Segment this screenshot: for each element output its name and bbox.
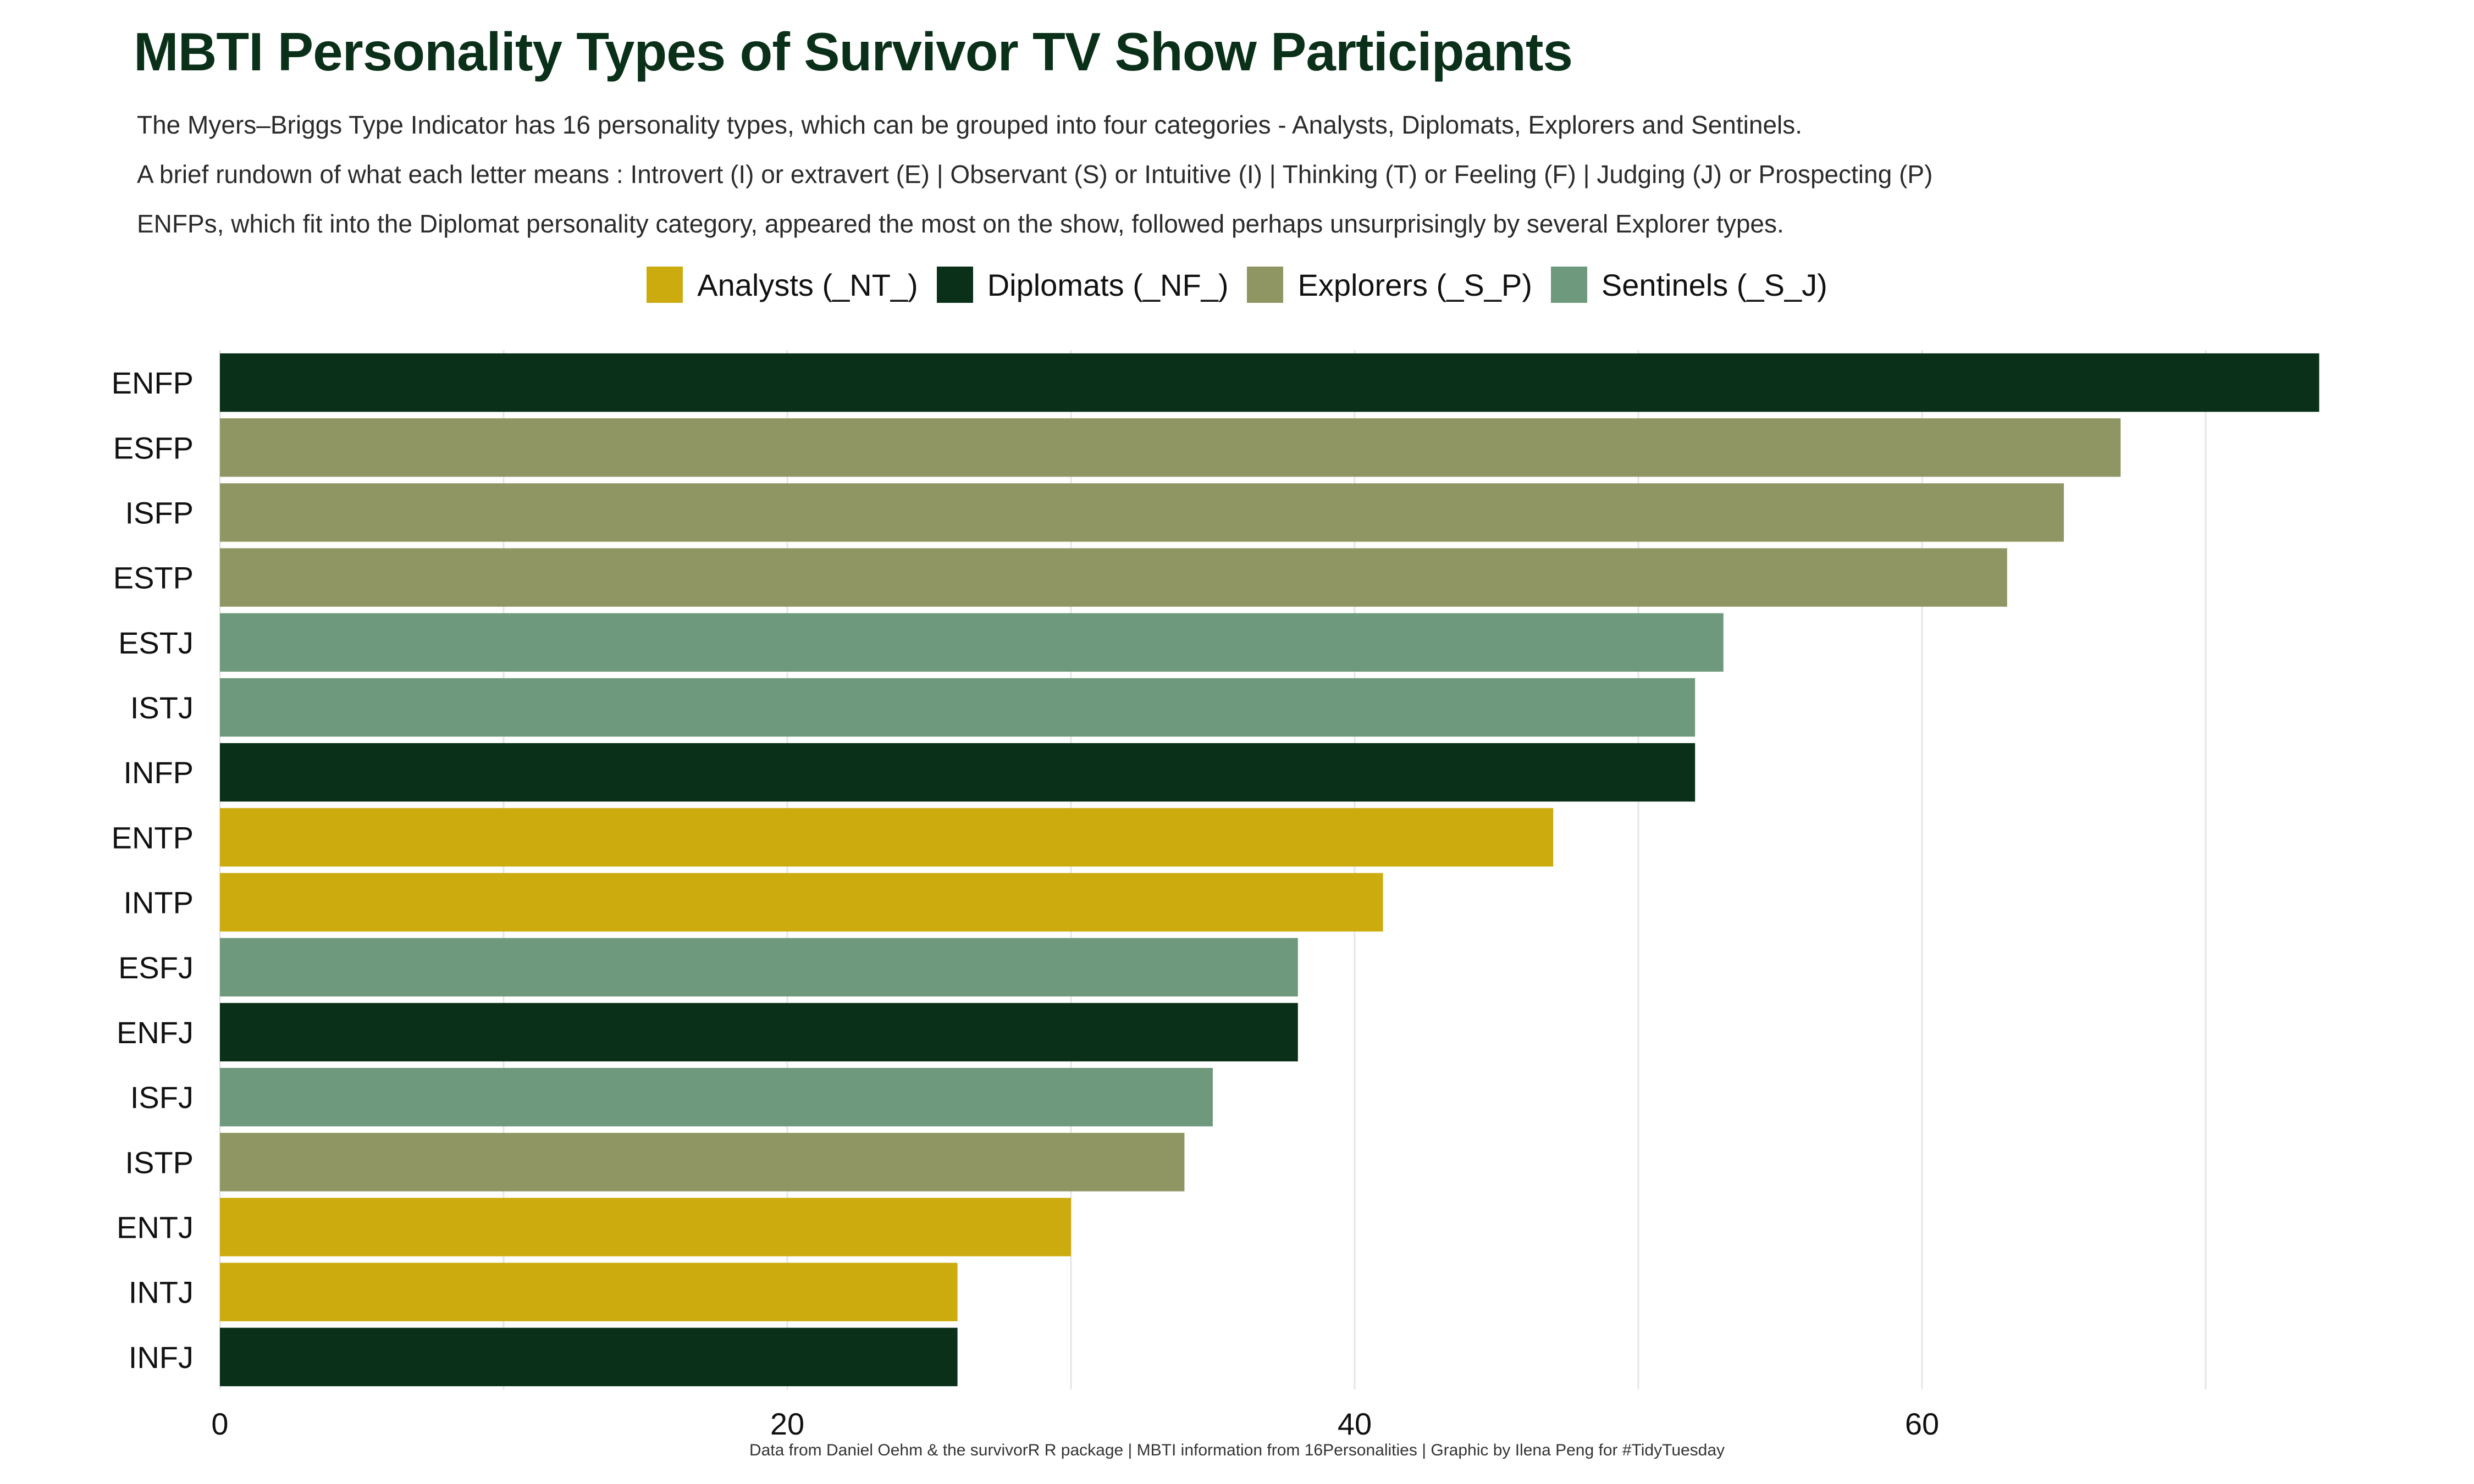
y-tick-label: INTJ: [129, 1275, 194, 1310]
y-tick-label: ESFJ: [118, 950, 194, 985]
bar-enfj: [220, 1003, 1298, 1062]
y-tick-label: ENTP: [112, 820, 194, 855]
subtitle-line-3: ENFPs, which fit into the Diplomat perso…: [137, 209, 1784, 238]
y-tick-label: ISFJ: [130, 1080, 194, 1115]
subtitle-line-2: A brief rundown of what each letter mean…: [137, 160, 1933, 189]
legend-label-diplomats: Diplomats (_NF_): [987, 267, 1229, 302]
y-tick-label: INFJ: [129, 1340, 194, 1375]
bar-entj: [220, 1198, 1071, 1256]
x-tick-label: 40: [1338, 1407, 1372, 1441]
bar-istp: [220, 1133, 1185, 1192]
bar-isfp: [220, 483, 2064, 542]
bar-intj: [220, 1262, 958, 1321]
y-tick-label: ENFP: [112, 366, 194, 400]
legend-swatch-explorers: [1247, 267, 1284, 303]
x-tick-label: 20: [770, 1407, 804, 1441]
y-tick-label: INTP: [123, 885, 194, 920]
chart-caption: Data from Daniel Oehm & the survivorR R …: [749, 1441, 1725, 1459]
y-tick-label: ISTJ: [130, 690, 194, 725]
y-tick-label: ENFJ: [117, 1015, 194, 1050]
bar-esfp: [220, 418, 2121, 477]
y-tick-label: ISFP: [125, 495, 194, 530]
bar-enfp: [220, 353, 2320, 412]
y-tick-label: ENTJ: [117, 1210, 194, 1245]
y-tick-label: ESTJ: [118, 625, 194, 660]
bar-isfj: [220, 1067, 1213, 1127]
legend-label-explorers: Explorers (_S_P): [1297, 267, 1532, 302]
legend: Analysts (_NT_) Diplomats (_NF_) Explore…: [0, 267, 2474, 303]
bar-infj: [220, 1327, 958, 1387]
bar-estj: [220, 613, 1724, 672]
bar-intp: [220, 873, 1383, 932]
y-tick-label: ESFP: [113, 430, 194, 465]
y-tick-label: ESTP: [113, 561, 194, 595]
y-tick-label: ISTP: [125, 1145, 194, 1180]
chart-title: MBTI Personality Types of Survivor TV Sh…: [134, 21, 1573, 82]
legend-swatch-sentinels: [1550, 267, 1587, 303]
bar-esfj: [220, 938, 1298, 996]
legend-swatch-diplomats: [936, 267, 973, 303]
legend-item-diplomats: Diplomats (_NF_): [936, 267, 1229, 303]
bar-istj: [220, 678, 1696, 737]
y-tick-label: INFP: [123, 755, 194, 790]
legend-swatch-analysts: [647, 267, 683, 303]
legend-label-analysts: Analysts (_NT_): [697, 267, 918, 302]
bar-infp: [220, 743, 1696, 802]
x-tick-label: 60: [1905, 1407, 1939, 1441]
subtitle-line-1: The Myers–Briggs Type Indicator has 16 p…: [137, 110, 1803, 139]
legend-label-sentinels: Sentinels (_S_J): [1601, 267, 1827, 302]
bar-estp: [220, 548, 2007, 607]
x-tick-label: 0: [211, 1407, 228, 1441]
bar-entp: [220, 808, 1554, 867]
legend-item-explorers: Explorers (_S_P): [1247, 267, 1532, 303]
legend-item-analysts: Analysts (_NT_): [647, 267, 918, 303]
legend-item-sentinels: Sentinels (_S_J): [1550, 267, 1827, 303]
